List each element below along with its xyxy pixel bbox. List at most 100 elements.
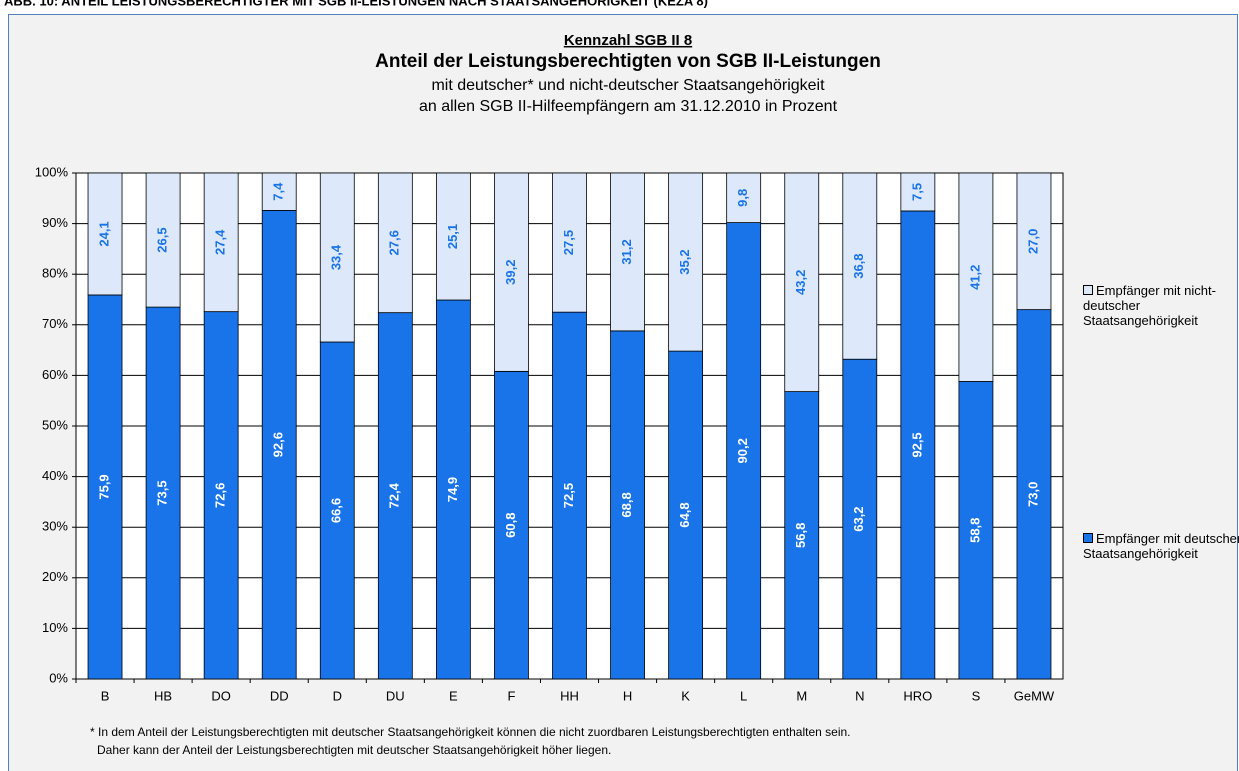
data-label: 36,8 bbox=[851, 253, 866, 278]
x-tick-label: F bbox=[507, 688, 515, 703]
bar-segment bbox=[261, 172, 297, 211]
x-tick-label: DD bbox=[270, 688, 289, 703]
x-tick-label: HRO bbox=[903, 688, 932, 703]
y-tick-label: 90% bbox=[42, 215, 68, 230]
data-label: 7,5 bbox=[909, 183, 924, 201]
data-label: 33,4 bbox=[329, 244, 344, 270]
y-tick-label: 100% bbox=[35, 164, 69, 179]
bar-segment bbox=[552, 311, 587, 680]
data-label: 25,1 bbox=[445, 224, 460, 249]
y-tick-label: 30% bbox=[42, 519, 68, 534]
bar-segment bbox=[842, 172, 878, 360]
x-tick-label: H bbox=[623, 688, 632, 703]
data-label: 75,9 bbox=[96, 474, 111, 499]
legend-label: Empfänger mit deutscher Staatsangehörigk… bbox=[1083, 531, 1239, 561]
data-label: 26,5 bbox=[155, 227, 170, 252]
bar-segment bbox=[435, 172, 471, 301]
bar-segment bbox=[552, 172, 587, 313]
bar-segment bbox=[377, 172, 413, 314]
data-label: 72,6 bbox=[213, 483, 228, 508]
y-tick-label: 0% bbox=[49, 670, 68, 685]
data-label: 27,0 bbox=[1025, 229, 1040, 254]
data-label: 35,2 bbox=[677, 249, 692, 274]
legend-swatch bbox=[1083, 285, 1093, 295]
figure-label: ABB. 10: ANTEIL LEISTUNGSBERECHTIGTER MI… bbox=[4, 0, 708, 8]
data-label: 60,8 bbox=[503, 513, 518, 538]
data-label: 56,8 bbox=[793, 523, 808, 548]
data-label: 73,5 bbox=[155, 480, 170, 505]
bar-segment bbox=[726, 222, 762, 680]
bar-segment bbox=[319, 172, 355, 343]
y-tick-label: 70% bbox=[42, 316, 68, 331]
x-tick-label: HB bbox=[154, 688, 172, 703]
y-tick-label: 60% bbox=[42, 367, 68, 382]
x-tick-label: K bbox=[681, 688, 690, 703]
y-tick-label: 50% bbox=[42, 417, 68, 432]
subtitle: mit deutscher* und nicht-deutscher Staat… bbox=[431, 77, 825, 94]
bar-segment bbox=[145, 172, 181, 308]
y-tick-label: 20% bbox=[42, 569, 68, 584]
data-label: 9,8 bbox=[735, 189, 750, 207]
bar-segment bbox=[784, 172, 820, 392]
data-label: 63,2 bbox=[851, 506, 866, 531]
data-label: 73,0 bbox=[1025, 482, 1040, 507]
data-label: 43,2 bbox=[793, 270, 808, 295]
data-label: 68,8 bbox=[619, 492, 634, 517]
legend-label: Empfänger mit nicht-deutscher Staatsange… bbox=[1083, 283, 1216, 328]
x-tick-label: L bbox=[740, 688, 747, 703]
x-tick-label: M bbox=[796, 688, 807, 703]
x-tick-label: E bbox=[449, 688, 458, 703]
chart-title: Anteil der Leistungsberechtigten von SGB… bbox=[375, 51, 881, 72]
kicker: Kennzahl SGB II 8 bbox=[564, 32, 692, 49]
bar-segment bbox=[435, 299, 471, 680]
data-label: 92,6 bbox=[271, 432, 286, 457]
legend-entry: Empfänger mit nicht-deutscher Staatsange… bbox=[1083, 283, 1239, 328]
data-label: 41,2 bbox=[967, 265, 982, 290]
data-label: 24,1 bbox=[96, 221, 111, 246]
bar-segment bbox=[668, 350, 704, 680]
legend-entry: Empfänger mit deutscher Staatsangehörigk… bbox=[1083, 531, 1239, 561]
x-tick-label: HH bbox=[560, 688, 579, 703]
data-label: 27,5 bbox=[561, 230, 576, 255]
data-label: 27,6 bbox=[387, 230, 402, 255]
bar-segment bbox=[319, 341, 355, 680]
footnote: Daher kann der Anteil der Leistungsberec… bbox=[97, 743, 611, 757]
bar-segment bbox=[900, 210, 936, 680]
bar-segment bbox=[87, 294, 123, 680]
bar-segment bbox=[784, 391, 820, 680]
data-label: 72,5 bbox=[561, 483, 576, 508]
subtitle: an allen SGB II-Hilfeempfängern am 31.12… bbox=[419, 98, 838, 115]
bar-segment bbox=[900, 172, 936, 212]
x-tick-label: GeMW bbox=[1014, 688, 1055, 703]
data-label: 90,2 bbox=[735, 438, 750, 463]
bar-segment bbox=[203, 172, 239, 313]
footnote: * In dem Anteil der Leistungsberechtigte… bbox=[90, 725, 851, 739]
x-tick-label: D bbox=[333, 688, 342, 703]
bar-segment bbox=[958, 172, 994, 382]
data-label: 66,6 bbox=[329, 498, 344, 523]
bar-segment bbox=[494, 370, 529, 680]
data-label: 39,2 bbox=[503, 260, 518, 285]
x-tick-label: DU bbox=[386, 688, 405, 703]
x-tick-label: DO bbox=[211, 688, 231, 703]
data-label: 7,4 bbox=[271, 182, 286, 201]
bar-segment bbox=[203, 311, 239, 680]
bar-segment bbox=[610, 330, 645, 680]
data-label: 74,9 bbox=[445, 477, 460, 502]
bar-segment bbox=[610, 172, 645, 332]
y-tick-label: 10% bbox=[42, 620, 68, 635]
x-tick-label: N bbox=[855, 688, 864, 703]
bar-segment bbox=[1016, 172, 1052, 311]
data-label: 72,4 bbox=[387, 482, 402, 508]
y-tick-label: 80% bbox=[42, 266, 68, 281]
data-label: 64,8 bbox=[677, 502, 692, 527]
y-tick-label: 40% bbox=[42, 468, 68, 483]
data-label: 31,2 bbox=[619, 239, 634, 264]
bar-segment bbox=[87, 172, 123, 296]
legend-swatch bbox=[1083, 533, 1093, 543]
bar-segment bbox=[494, 172, 529, 372]
data-label: 58,8 bbox=[967, 518, 982, 543]
bar-segment bbox=[726, 172, 762, 223]
